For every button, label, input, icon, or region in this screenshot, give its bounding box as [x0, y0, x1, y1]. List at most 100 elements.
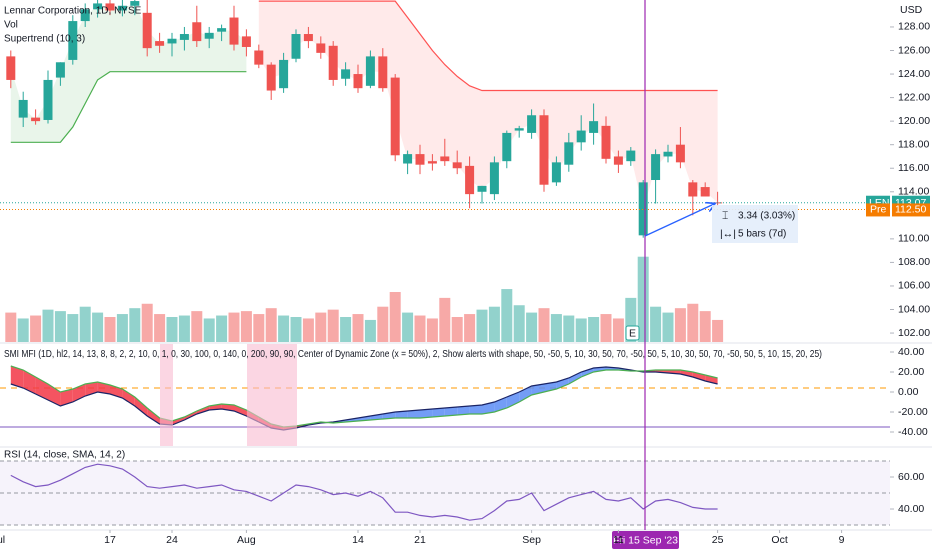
smi-fill: [134, 397, 148, 416]
volume-bar: [426, 318, 438, 342]
pane: [0, 460, 890, 526]
smi-title: SMI MFI (1D, hl2, 14, 13, 8, 8, 2, 2, 10…: [4, 348, 822, 360]
x-tick-label: Jul: [0, 534, 5, 546]
candle-body: [514, 128, 524, 131]
volume-bar: [154, 314, 166, 342]
smi-fill: [432, 408, 445, 417]
candle-body: [316, 43, 326, 53]
x-tick-label: Aug: [237, 534, 256, 546]
candle-body: [142, 12, 152, 49]
volume-bar: [5, 312, 17, 342]
candle-body: [254, 50, 264, 65]
volume-bar: [203, 318, 215, 342]
candle-body: [167, 38, 177, 44]
volume-bar: [414, 315, 426, 342]
candle-body: [440, 156, 450, 162]
volume-bar: [687, 303, 699, 342]
x-tick-label: 9: [839, 534, 845, 546]
crosshair-label: Fri 15 Sep '23: [613, 534, 678, 546]
crosshair-label-box: [612, 531, 679, 549]
smi-fill: [469, 405, 482, 414]
y-tick-label: 0.00: [898, 386, 919, 398]
candle-body: [328, 45, 338, 80]
candle-body: [527, 115, 537, 133]
candle-body: [68, 21, 78, 60]
candle-body: [403, 154, 413, 164]
candle-body: [204, 32, 214, 39]
candle-body: [55, 62, 65, 78]
volume-bar: [612, 318, 624, 342]
candle-body: [241, 36, 251, 47]
volume-bar: [402, 312, 414, 342]
candle-body: [626, 150, 636, 162]
series-line: [10, 365, 718, 428]
volume-bar: [364, 319, 376, 342]
volume-bar: [464, 314, 476, 342]
x-tick-label: 24: [166, 534, 178, 546]
volume-bar: [54, 311, 66, 342]
volume-bar: [439, 297, 451, 342]
volume-bar: [315, 312, 327, 342]
y-tick-label: 114.00: [898, 186, 929, 198]
volume-bar: [451, 317, 463, 342]
volume-bar: [178, 315, 190, 342]
volume-bar: [265, 308, 277, 342]
earnings-label: E: [629, 327, 636, 339]
candle-body: [117, 5, 127, 11]
y-tick-label: 40.00: [898, 503, 924, 515]
candle-body: [217, 28, 227, 32]
candle-body: [341, 69, 351, 79]
highlight-zone: [160, 344, 173, 446]
candle-body: [638, 182, 648, 236]
smi-fill: [568, 372, 582, 384]
candle-body: [80, 9, 90, 22]
y-tick-label: 40.00: [898, 346, 924, 358]
smi-fill: [97, 382, 110, 394]
y-tick-label: 126.00: [898, 44, 930, 56]
smi-fill: [457, 406, 470, 415]
rsi-title: RSI (14, close, SMA, 14, 2): [4, 450, 125, 461]
x-tick-label: 25: [712, 534, 724, 546]
volume-bar: [352, 314, 364, 342]
volume-bar: [513, 305, 525, 342]
x-tick-label: 11: [613, 534, 624, 546]
volume-bar: [42, 309, 54, 342]
candle-body: [613, 156, 623, 165]
volume-bar: [662, 312, 674, 342]
candle-body: [291, 34, 301, 59]
candle-body: [452, 162, 462, 169]
smi-fill: [395, 411, 408, 418]
candle-body: [576, 130, 586, 143]
candle-body: [601, 125, 611, 159]
smi-fill: [23, 370, 36, 394]
volume-bar: [674, 308, 686, 342]
y-tick-label: 122.00: [898, 91, 930, 103]
candle-body: [663, 151, 673, 157]
volume-bar: [191, 311, 203, 342]
volume-bar: [488, 306, 500, 342]
y-tick-label: -40.00: [898, 426, 928, 438]
measure-icon: |↔|: [720, 228, 736, 240]
measure-change: 3.34 (3.03%): [738, 211, 795, 222]
volume-bar: [253, 314, 265, 342]
y-tick-label: 60.00: [898, 471, 924, 483]
volume-bar: [550, 314, 562, 342]
premarket-tag: [866, 203, 890, 217]
smi-fill: [444, 407, 458, 416]
y-tick-label: 124.00: [898, 68, 930, 80]
volume-bar: [302, 318, 314, 342]
earnings-marker[interactable]: [625, 325, 640, 341]
y-tick-label: 20.00: [898, 366, 924, 378]
volume-bar: [501, 289, 513, 342]
pane: [0, 0, 890, 342]
volume-bar: [216, 315, 228, 342]
volume-bar: [30, 315, 42, 342]
volume-bar: [563, 315, 575, 342]
candle-body: [700, 187, 710, 197]
y-tick-label: 116.00: [898, 162, 929, 174]
x-tick-label: 14: [352, 534, 364, 546]
candle-body: [378, 56, 388, 89]
candle-body: [539, 115, 549, 185]
